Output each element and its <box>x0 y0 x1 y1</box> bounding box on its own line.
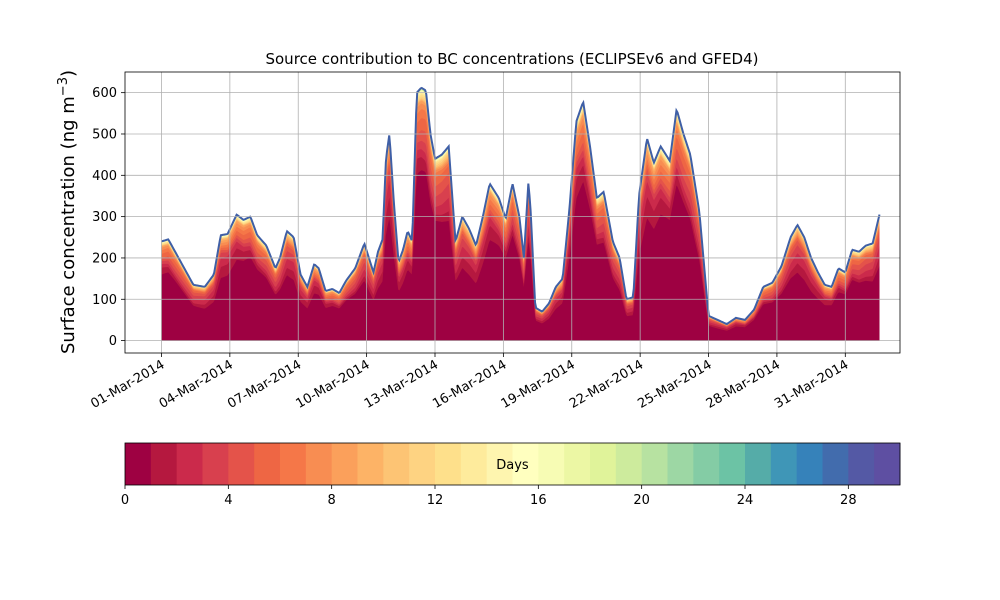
colorbar-tick-label-8: 8 <box>328 493 336 508</box>
colorbar-swatch-11 <box>409 443 436 485</box>
colorbar-swatch-20 <box>641 443 668 485</box>
colorbar-tick-label-28: 28 <box>840 493 857 508</box>
colorbar-swatch-13 <box>460 443 488 485</box>
colorbar-tick-label-20: 20 <box>633 493 650 508</box>
y-axis-label-close: ) <box>58 70 79 77</box>
colorbar-swatch-21 <box>667 443 694 485</box>
x-tick-label-2: 07-Mar-2014 <box>225 357 304 411</box>
colorbar-swatch-0 <box>125 443 152 485</box>
colorbar-swatch-23 <box>719 443 746 485</box>
colorbar-swatch-25 <box>770 443 798 485</box>
y-tick-label-500: 500 <box>92 127 117 142</box>
total-line <box>161 86 881 326</box>
colorbar-tick-label-4: 4 <box>224 493 232 508</box>
y-tick-label-600: 600 <box>92 86 117 101</box>
area-layer-day-0 <box>161 170 880 341</box>
colorbar-swatch-6 <box>280 443 307 485</box>
y-tick-label-200: 200 <box>92 251 117 266</box>
y-tick-label-400: 400 <box>92 169 117 184</box>
x-tick-label-5: 16-Mar-2014 <box>430 357 509 411</box>
colorbar-swatch-1 <box>150 443 178 485</box>
colorbar-swatch-9 <box>357 443 384 485</box>
colorbar: Days 0 4 8 12 16 20 24 28 <box>121 442 901 508</box>
colorbar-swatch-15 <box>512 443 539 485</box>
x-tick-label-8: 25-Mar-2014 <box>635 357 714 411</box>
x-tick-label-7: 22-Mar-2014 <box>567 357 646 411</box>
colorbar-swatch-2 <box>176 443 203 485</box>
colorbar-swatch-29 <box>874 443 901 485</box>
colorbar-swatch-3 <box>202 443 229 485</box>
x-tick-label-4: 13-Mar-2014 <box>362 357 441 411</box>
stacked-areas <box>161 86 881 341</box>
x-tick-label-1: 04-Mar-2014 <box>157 357 236 411</box>
chart-title: Source contribution to BC concentrations… <box>265 50 758 68</box>
colorbar-swatch-19 <box>615 443 643 485</box>
colorbar-tick-label-16: 16 <box>530 493 547 508</box>
colorbar-swatch-7 <box>305 443 333 485</box>
grid-lines <box>125 72 900 353</box>
colorbar-swatch-12 <box>435 443 462 485</box>
plot-area: 0 100 200 300 400 500 600 01-Mar-201404-Mar-201… <box>88 71 901 412</box>
colorbar-swatch-5 <box>254 443 281 485</box>
colorbar-tick-label-12: 12 <box>427 493 444 508</box>
x-tick-label-0: 01-Mar-2014 <box>88 357 167 411</box>
colorbar-swatch-17 <box>564 443 591 485</box>
colorbar-swatch-10 <box>383 443 410 485</box>
colorbar-swatch-24 <box>745 443 772 485</box>
x-tick-label-10: 31-Mar-2014 <box>772 357 851 411</box>
y-tick-label-0: 0 <box>109 334 117 349</box>
colorbar-swatch-28 <box>848 443 875 485</box>
y-axis-label: Surface concentration (ng m−3) <box>56 70 79 354</box>
x-tick-label-6: 19-Mar-2014 <box>499 357 578 411</box>
y-axis-label-main: Surface concentration (ng m <box>58 96 79 354</box>
colorbar-swatch-4 <box>228 443 255 485</box>
colorbar-label: Days <box>496 458 529 473</box>
x-tick-label-3: 10-Mar-2014 <box>293 357 372 411</box>
colorbar-swatch-18 <box>590 443 617 485</box>
axes-frame <box>124 71 901 354</box>
colorbar-frame <box>124 442 901 486</box>
y-axis-label-superscript: −3 <box>56 77 71 96</box>
y-tick-label-300: 300 <box>92 210 117 225</box>
colorbar-tick-label-24: 24 <box>737 493 754 508</box>
y-tick-label-100: 100 <box>92 293 117 308</box>
colorbar-swatch-27 <box>822 443 849 485</box>
colorbar-swatch-26 <box>796 443 823 485</box>
x-tick-label-9: 28-Mar-2014 <box>704 357 783 411</box>
colorbar-swatch-16 <box>538 443 565 485</box>
colorbar-tick-label-0: 0 <box>121 493 129 508</box>
colorbar-swatch-14 <box>486 443 513 485</box>
colorbar-swatch-22 <box>693 443 720 485</box>
colorbar-swatch-8 <box>331 443 358 485</box>
